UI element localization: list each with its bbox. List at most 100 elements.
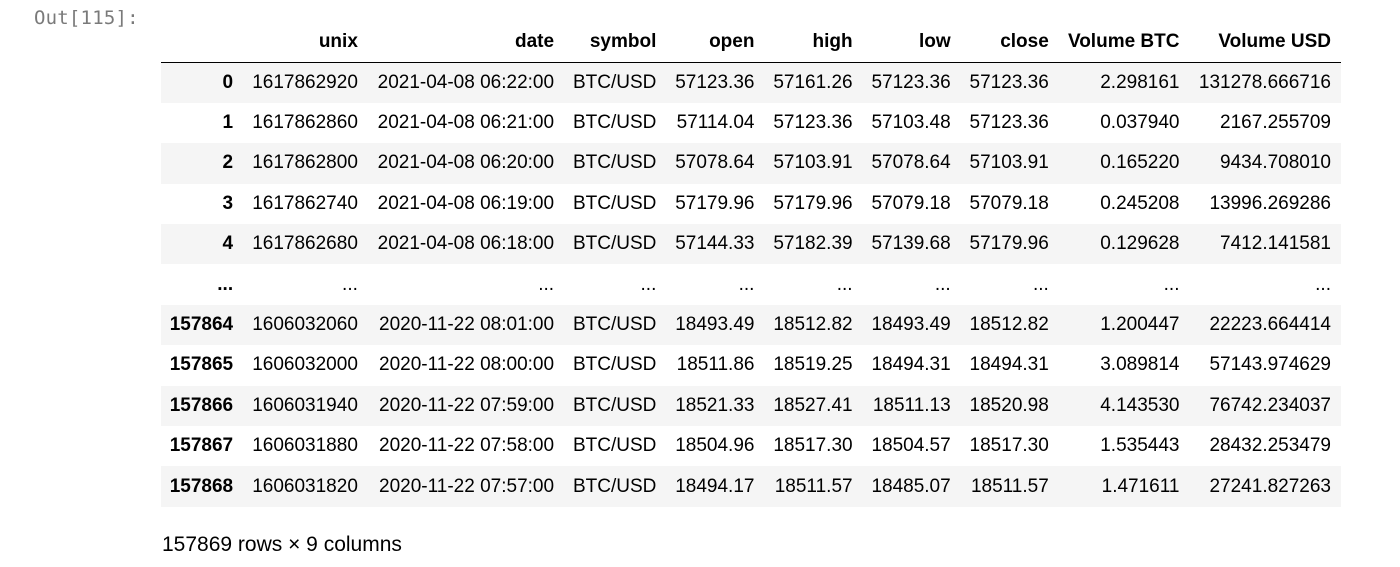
cell-close: 57103.91 <box>969 152 1049 174</box>
cell-close: 18511.57 <box>970 475 1049 497</box>
cell-volume-usd: 76742.234037 <box>1209 394 1331 416</box>
cell-high: 18517.30 <box>773 435 853 457</box>
cell-symbol: BTC/USD <box>572 192 657 214</box>
table-header: unix date symbol open high low close Vol… <box>161 21 1341 63</box>
cell-high: 18527.41 <box>773 394 853 416</box>
cell-high: 57123.36 <box>773 112 853 134</box>
row-index: 157865 <box>169 354 234 376</box>
cell-high: 57182.39 <box>773 233 853 255</box>
cell-open: ... <box>738 273 755 295</box>
cell-volume-usd: 22223.664414 <box>1209 314 1331 336</box>
table-row: 3 1617862740 2021-04-08 06:19:00 BTC/USD… <box>161 184 1341 224</box>
cell-volume-usd: 28432.253479 <box>1209 435 1331 457</box>
cell-volume-usd: 7412.141581 <box>1220 233 1331 255</box>
cell-low: 18493.49 <box>871 314 951 336</box>
row-index: 3 <box>222 192 234 214</box>
row-index: 157866 <box>169 394 234 416</box>
row-index: 0 <box>222 71 234 93</box>
cell-open: 18504.96 <box>675 435 755 457</box>
cell-low: 57079.18 <box>871 192 951 214</box>
cell-close: ... <box>1032 273 1049 295</box>
cell-close: 18517.30 <box>969 435 1049 457</box>
column-header-high: high <box>764 21 863 63</box>
cell-symbol: BTC/USD <box>572 354 657 376</box>
cell-open: 57114.04 <box>676 112 755 134</box>
row-index: 4 <box>222 233 234 255</box>
cell-symbol: BTC/USD <box>572 152 657 174</box>
cell-date: 2021-04-08 06:20:00 <box>377 152 555 174</box>
cell-volume-btc: 0.245208 <box>1100 192 1180 214</box>
row-index: 157867 <box>169 435 234 457</box>
cell-open: 18511.86 <box>676 354 755 376</box>
cell-date: 2021-04-08 06:18:00 <box>377 233 555 255</box>
cell-volume-btc: 0.165220 <box>1100 152 1180 174</box>
cell-open: 57144.33 <box>675 233 755 255</box>
column-header-close: close <box>960 21 1059 63</box>
cell-volume-usd: 27241.827263 <box>1209 475 1331 497</box>
cell-open: 57123.36 <box>675 71 755 93</box>
cell-unix: 1617862860 <box>252 112 358 134</box>
cell-date: ... <box>538 273 555 295</box>
cell-high: 57161.26 <box>773 71 853 93</box>
cell-low: 57139.68 <box>871 233 951 255</box>
cell-volume-usd: ... <box>1315 273 1331 295</box>
cell-symbol: BTC/USD <box>572 394 657 416</box>
row-index: 157864 <box>169 314 234 336</box>
cell-date: 2020-11-22 08:01:00 <box>379 314 555 336</box>
cell-volume-usd: 9434.708010 <box>1220 152 1331 174</box>
cell-volume-usd: 2167.255709 <box>1220 112 1331 134</box>
cell-date: 2021-04-08 06:19:00 <box>377 192 555 214</box>
table-row: 157865 1606032000 2020-11-22 08:00:00 BT… <box>161 345 1341 385</box>
cell-date: 2020-11-22 07:58:00 <box>379 435 555 457</box>
cell-volume-usd: 13996.269286 <box>1209 192 1331 214</box>
cell-unix: 1606031820 <box>252 475 358 497</box>
cell-low: 18494.31 <box>871 354 951 376</box>
column-header-open: open <box>666 21 765 63</box>
cell-open: 57179.96 <box>675 192 755 214</box>
cell-volume-btc: 3.089814 <box>1100 354 1180 376</box>
cell-volume-btc: 4.143530 <box>1100 394 1180 416</box>
cell-low: ... <box>934 273 951 295</box>
column-header-low: low <box>862 21 961 63</box>
table-body: 0 1617862920 2021-04-08 06:22:00 BTC/USD… <box>161 62 1341 507</box>
cell-open: 57078.64 <box>675 152 755 174</box>
cell-symbol: BTC/USD <box>572 112 657 134</box>
column-header-date: date <box>367 21 565 63</box>
cell-close: 18494.31 <box>969 354 1049 376</box>
cell-open: 18521.33 <box>675 394 755 416</box>
cell-unix: 1606031880 <box>252 435 358 457</box>
cell-low: 57123.36 <box>871 71 951 93</box>
cell-unix: 1606032060 <box>252 314 358 336</box>
cell-low: 57078.64 <box>871 152 951 174</box>
cell-volume-btc: 0.037940 <box>1100 112 1180 134</box>
cell-volume-btc: 1.535443 <box>1100 435 1180 457</box>
table-row: 2 1617862800 2021-04-08 06:20:00 BTC/USD… <box>161 143 1341 184</box>
cell-volume-usd: 131278.666716 <box>1198 71 1331 93</box>
cell-close: 57179.96 <box>969 233 1049 255</box>
dataframe-table: unix date symbol open high low close Vol… <box>161 21 1341 507</box>
cell-symbol: BTC/USD <box>572 475 657 497</box>
column-header-volume-btc: Volume BTC <box>1058 21 1190 63</box>
cell-low: 18485.07 <box>871 475 951 497</box>
cell-unix: 1606032000 <box>252 354 358 376</box>
cell-date: 2020-11-22 07:59:00 <box>379 394 555 416</box>
cell-date: 2021-04-08 06:21:00 <box>377 112 555 134</box>
cell-low: 18504.57 <box>871 435 951 457</box>
column-header-symbol: symbol <box>564 21 667 63</box>
table-row: 1 1617862860 2021-04-08 06:21:00 BTC/USD… <box>161 103 1341 143</box>
cell-symbol: BTC/USD <box>572 233 657 255</box>
cell-high: 57179.96 <box>773 192 853 214</box>
row-index: 2 <box>222 152 234 174</box>
cell-volume-btc: 1.471611 <box>1101 475 1180 497</box>
cell-close: 57079.18 <box>969 192 1049 214</box>
cell-volume-btc: 0.129628 <box>1100 233 1180 255</box>
cell-unix: 1617862800 <box>252 152 358 174</box>
cell-close: 18520.98 <box>969 394 1049 416</box>
table-row: 0 1617862920 2021-04-08 06:22:00 BTC/USD… <box>161 62 1341 103</box>
cell-symbol: BTC/USD <box>572 314 657 336</box>
row-index: 157868 <box>169 475 234 497</box>
column-header-unix: unix <box>243 21 368 63</box>
cell-symbol: BTC/USD <box>572 435 657 457</box>
cell-unix: 1606031940 <box>252 394 358 416</box>
cell-close: 57123.36 <box>969 71 1049 93</box>
